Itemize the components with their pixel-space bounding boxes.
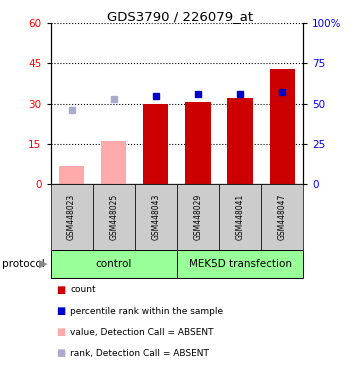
Bar: [135, 184, 177, 250]
Bar: [219, 184, 261, 250]
Bar: [227, 98, 253, 184]
Text: GSM448041: GSM448041: [236, 194, 244, 240]
Text: ■: ■: [56, 327, 65, 337]
Bar: [51, 184, 93, 250]
Bar: [177, 250, 303, 278]
Bar: [93, 184, 135, 250]
Text: GSM448043: GSM448043: [151, 194, 160, 240]
Text: ▶: ▶: [39, 259, 48, 269]
Text: percentile rank within the sample: percentile rank within the sample: [70, 306, 223, 316]
Bar: [185, 103, 210, 184]
Bar: [143, 104, 169, 184]
Text: ■: ■: [56, 306, 65, 316]
Bar: [177, 184, 219, 250]
Bar: [51, 250, 177, 278]
Text: rank, Detection Call = ABSENT: rank, Detection Call = ABSENT: [70, 349, 209, 358]
Bar: [101, 141, 126, 184]
Text: count: count: [70, 285, 96, 295]
Text: value, Detection Call = ABSENT: value, Detection Call = ABSENT: [70, 328, 214, 337]
Text: protocol: protocol: [2, 259, 44, 269]
Text: GSM448047: GSM448047: [278, 194, 287, 240]
Text: GDS3790 / 226079_at: GDS3790 / 226079_at: [108, 10, 253, 23]
Text: MEK5D transfection: MEK5D transfection: [188, 259, 292, 269]
Bar: [270, 69, 295, 184]
Text: GSM448023: GSM448023: [67, 194, 76, 240]
Text: control: control: [96, 259, 132, 269]
Bar: [261, 184, 303, 250]
Bar: [59, 166, 84, 184]
Text: GSM448029: GSM448029: [193, 194, 203, 240]
Text: ■: ■: [56, 285, 65, 295]
Text: ■: ■: [56, 348, 65, 358]
Text: GSM448025: GSM448025: [109, 194, 118, 240]
